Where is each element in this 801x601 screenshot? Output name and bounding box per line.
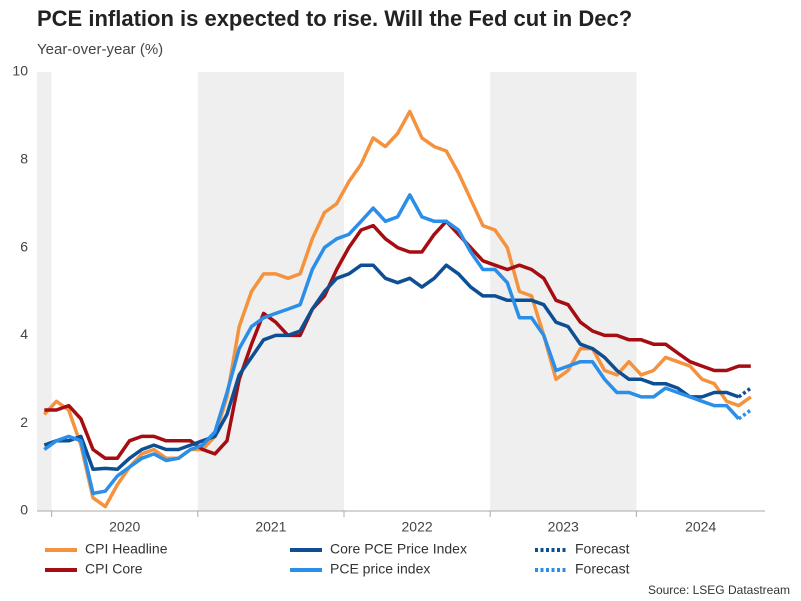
year-band <box>37 72 52 511</box>
series-line <box>43 263 740 472</box>
legend-label: PCE price index <box>330 561 430 577</box>
series-line <box>44 219 751 461</box>
x-tick-label: 2020 <box>109 519 140 535</box>
source-note: Source: LSEG Datastream <box>648 583 790 597</box>
y-tick-label: 0 <box>20 502 28 518</box>
x-tick-label: 2021 <box>255 519 286 535</box>
chart-subtitle: Year-over-year (%) <box>37 41 163 58</box>
year-band <box>197 72 344 511</box>
legend-label: Core PCE Price Index <box>330 541 467 557</box>
x-tick-label: 2022 <box>402 519 433 535</box>
legend-label: CPI Headline <box>85 541 168 557</box>
chart-title: PCE inflation is expected to rise. Will … <box>37 6 632 31</box>
year-band <box>490 72 637 511</box>
year-bands <box>37 72 637 511</box>
legend-label: CPI Core <box>85 561 143 577</box>
y-tick-label: 6 <box>20 238 28 254</box>
series-line <box>43 109 752 509</box>
series-line <box>737 386 752 399</box>
x-tick-label: 2023 <box>548 519 579 535</box>
legend-label: Forecast <box>575 541 630 557</box>
y-tick-label: 2 <box>20 414 28 430</box>
series-line <box>43 193 740 496</box>
y-tick-label: 8 <box>20 151 28 167</box>
y-tick-label: 4 <box>20 326 28 342</box>
y-tick-label: 10 <box>12 63 28 79</box>
x-tick-label: 2024 <box>685 519 716 535</box>
legend-label: Forecast <box>575 561 630 577</box>
series-line <box>737 408 752 421</box>
